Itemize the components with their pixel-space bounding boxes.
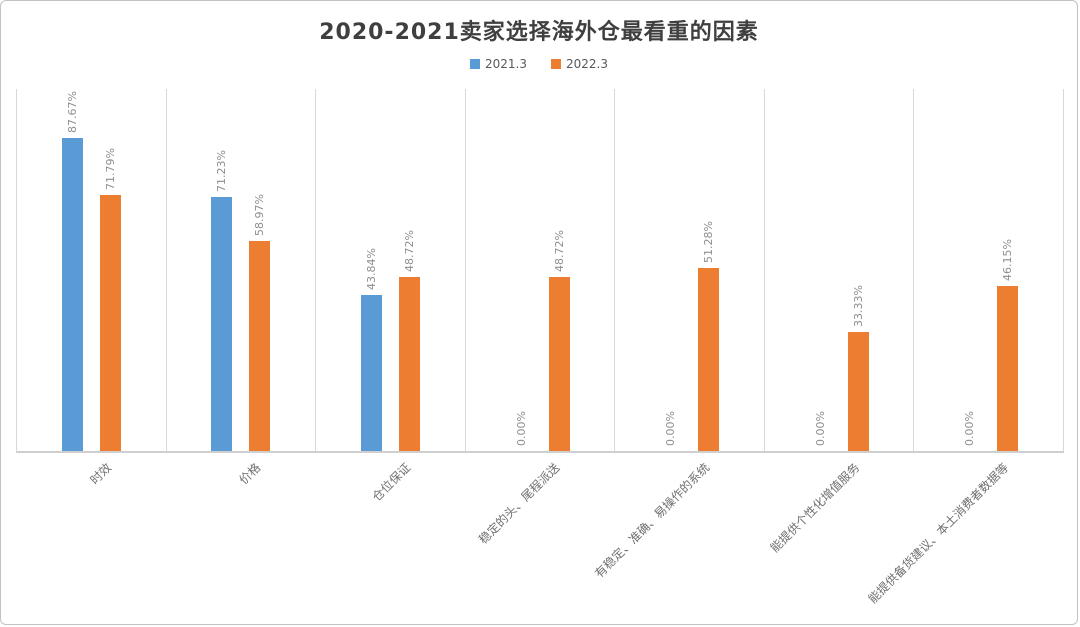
- category-label: 稳定的头、尾程派送: [476, 460, 563, 547]
- bar-group-2021.3: 43.84%: [360, 247, 382, 451]
- data-label: 0.00%: [813, 411, 827, 446]
- bar-group-2022.3: 71.79%: [99, 147, 121, 451]
- data-label: 87.67%: [65, 91, 79, 133]
- x-axis-labels: 时效 价格 仓位保证 稳定的头、尾程派送 有稳定、准确、易操作的系统 能提供个性化增值服务…: [16, 453, 1063, 624]
- bar-group-2021.3: 0.00%: [511, 411, 532, 451]
- legend-label: 2022.3: [566, 57, 608, 71]
- bar-group-2021.3: 71.23%: [211, 149, 233, 451]
- bar-2021.3: [211, 196, 233, 451]
- bar-2022.3: [548, 277, 570, 451]
- plot-area: 87.67% 71.79% 71.23% 58.97% 43.84% 48.72% 0.00…: [16, 89, 1065, 453]
- category-panel: 0.00% 48.72%: [466, 89, 616, 451]
- data-label: 46.15%: [1001, 239, 1015, 282]
- data-label: 71.79%: [103, 147, 117, 190]
- bar-group-2021.3: 0.00%: [959, 411, 980, 451]
- bar-2022.3: [99, 194, 121, 451]
- bar-group-2021.3: 0.00%: [810, 411, 831, 451]
- bar-group-2022.3: 33.33%: [847, 285, 869, 451]
- category-panel: 0.00% 33.33%: [765, 89, 915, 451]
- legend-label: 2021.3: [485, 57, 527, 71]
- bar-group-2022.3: 58.97%: [249, 193, 271, 451]
- data-label: 48.72%: [552, 230, 566, 273]
- data-label: 0.00%: [963, 411, 977, 446]
- category-label: 时效: [87, 460, 115, 488]
- data-label: 33.33%: [851, 285, 865, 327]
- legend-item-2021.3: 2021.3: [470, 57, 527, 71]
- category-label: 仓位保证: [369, 460, 414, 505]
- bar-2022.3: [997, 286, 1019, 451]
- bar-group-2022.3: 48.72%: [398, 230, 420, 451]
- legend-swatch-icon: [470, 59, 480, 69]
- bar-2022.3: [698, 267, 720, 451]
- category-panel: 0.00% 46.15%: [914, 89, 1065, 451]
- legend-item-2022.3: 2022.3: [551, 57, 608, 71]
- data-label: 48.72%: [402, 230, 416, 273]
- legend-swatch-icon: [551, 59, 561, 69]
- category-label: 能提供个性化增值服务: [767, 460, 862, 556]
- data-label: 51.28%: [702, 220, 716, 263]
- chart-title: 2020-2021卖家选择海外仓最看重的因素: [319, 20, 759, 45]
- bar-group-2022.3: 48.72%: [548, 230, 570, 451]
- category-label: 价格: [236, 460, 264, 488]
- bar-2022.3: [398, 277, 420, 451]
- data-label: 43.84%: [364, 247, 378, 290]
- bar-2021.3: [360, 294, 382, 451]
- data-label: 58.97%: [253, 193, 267, 236]
- legend: 2021.3 2022.3: [1, 57, 1077, 71]
- bar-group-2022.3: 46.15%: [997, 239, 1019, 451]
- category-panel: 71.23% 58.97%: [167, 89, 317, 451]
- data-label: 71.23%: [215, 149, 229, 192]
- category-label: 能提供备货建议、本土消费者数据等: [865, 460, 1012, 607]
- category-panel: 87.67% 71.79%: [17, 89, 167, 451]
- bar-2021.3: [61, 138, 83, 451]
- bar-2022.3: [847, 332, 869, 451]
- category-panel: 43.84% 48.72%: [316, 89, 466, 451]
- category-panel: 0.00% 51.28%: [615, 89, 765, 451]
- data-label: 0.00%: [514, 411, 528, 446]
- data-label: 0.00%: [664, 411, 678, 446]
- bar-group-2021.3: 0.00%: [660, 411, 681, 451]
- category-label: 有稳定、准确、易操作的系统: [592, 460, 713, 581]
- bar-group-2022.3: 51.28%: [698, 220, 720, 451]
- bar-2022.3: [249, 240, 271, 451]
- bar-group-2021.3: 87.67%: [61, 91, 83, 451]
